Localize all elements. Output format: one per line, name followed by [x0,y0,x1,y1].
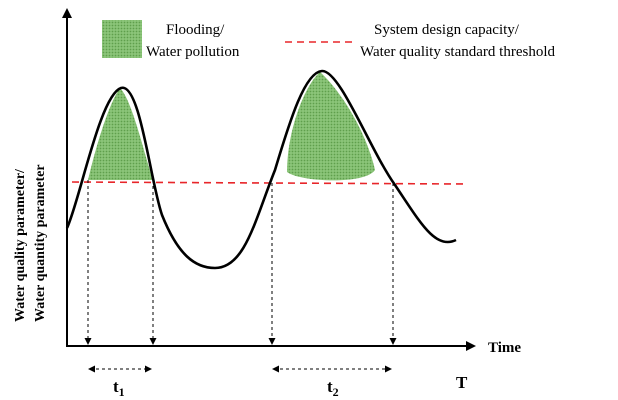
t1-label: t1 [113,377,125,399]
t1-subscript: 1 [119,385,125,399]
t2-subscript: 2 [333,385,339,399]
y-axis-label-line2: Water quantity parameter [33,164,48,322]
legend-threshold-label-line2: Water quality standard threshold [360,44,555,60]
flood-area-2 [287,72,375,181]
period-label: T [456,373,468,392]
flood-area-1 [88,88,153,180]
t2-label: t2 [327,377,339,399]
wave-curve [65,69,457,270]
t2-arrow-left-head [272,365,279,373]
y-axis-label-line1: Water quality parameter/ [13,168,28,322]
t1-arrow-left-head [88,365,95,373]
legend-threshold-label-line1: System design capacity/ [374,22,520,38]
x-axis-label: Time [488,340,521,356]
legend-flood-label-line1: Flooding/ [166,22,225,38]
legend-flood-swatch [102,20,142,58]
legend-flood-label-line2: Water pollution [146,44,240,60]
y-axis-label: Water quality parameter/ Water quantity … [13,164,48,322]
